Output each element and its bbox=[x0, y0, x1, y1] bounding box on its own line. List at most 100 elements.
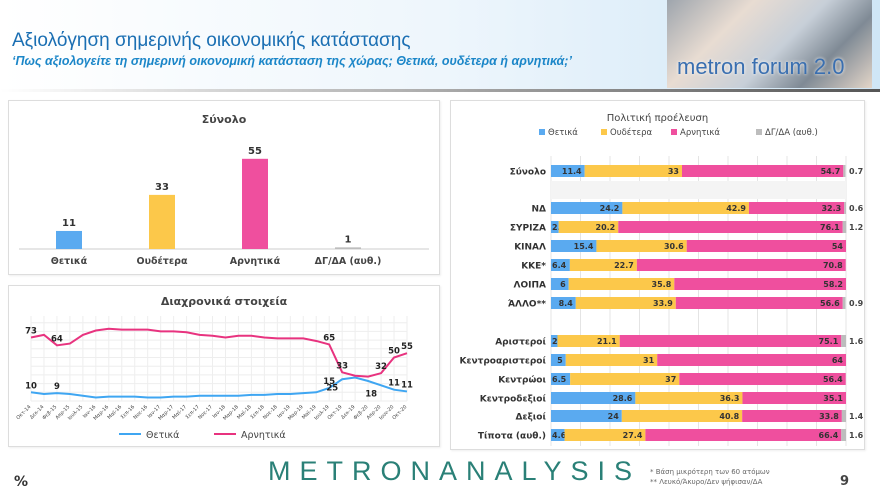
segment-value: 11.4 bbox=[562, 167, 582, 176]
segment bbox=[619, 335, 842, 347]
segment-value: 0.9 bbox=[849, 299, 864, 308]
footnote-2: ** Λευκό/Άκυρο/Δεν ψήφισαν/ΔΑ bbox=[650, 478, 763, 486]
segment bbox=[551, 373, 571, 385]
segment-value: 4.6 bbox=[552, 431, 567, 440]
data-label: 55 bbox=[401, 342, 413, 352]
segment-value: 6.4 bbox=[552, 261, 567, 270]
segment bbox=[843, 165, 846, 177]
row-label: Αριστεροί bbox=[495, 337, 546, 348]
legend-label: Ουδέτερα bbox=[610, 127, 653, 138]
bar-value: 11 bbox=[62, 218, 76, 229]
data-label: 9 bbox=[54, 382, 60, 392]
bar-value: 33 bbox=[155, 182, 169, 193]
data-label: 11 bbox=[388, 379, 400, 389]
segment-value: 64 bbox=[832, 356, 844, 365]
segment bbox=[557, 335, 620, 347]
row-label: Τίποτα (αυθ.) bbox=[478, 431, 546, 442]
timeline-panel: Διαχρονικά στοιχεία 10 9 15 25 18 11 11 Θετικά 7… bbox=[8, 285, 440, 447]
segment bbox=[675, 297, 843, 309]
segment bbox=[681, 165, 844, 177]
segment-value: 32.3 bbox=[821, 204, 841, 213]
chart-title: Πολιτική προέλευση bbox=[606, 113, 709, 124]
segment-value: 35.1 bbox=[823, 394, 843, 403]
segment bbox=[551, 297, 576, 309]
row-label: Κεντροαριστεροί bbox=[459, 356, 546, 367]
bar-2 bbox=[242, 158, 268, 249]
segment bbox=[564, 429, 646, 441]
segment bbox=[635, 392, 743, 404]
segment bbox=[551, 278, 569, 290]
legend-label: Θετικά bbox=[146, 430, 179, 441]
total-bar-chart: 11 Θετικά 33 Ουδέτερα 55 Αρνητικά 1 ΔΓ/ΔΑ (αυθ.… bbox=[19, 146, 429, 267]
segment bbox=[674, 278, 846, 290]
segment-value: 40.8 bbox=[719, 412, 739, 421]
political-panel: Πολιτική προέλευση Θετικά Ουδέτερα Αρνητικ… bbox=[450, 100, 865, 450]
category-label: ΔΓ/ΔΑ (αυθ.) bbox=[315, 256, 382, 267]
row-label: ΆΛΛΟ** bbox=[508, 300, 546, 310]
segment-value: 75.1 bbox=[819, 337, 839, 346]
segment bbox=[742, 410, 842, 422]
bar-3 bbox=[335, 247, 361, 249]
segment bbox=[622, 202, 749, 214]
segment-value: 42.9 bbox=[726, 204, 746, 213]
segment bbox=[551, 259, 570, 271]
legend-label: Αρνητικά bbox=[680, 128, 720, 138]
segment-value: 30.6 bbox=[664, 242, 684, 251]
data-label: 32 bbox=[375, 362, 387, 372]
segment-value: 66.4 bbox=[819, 431, 839, 440]
segment bbox=[636, 259, 846, 271]
percent-label: % bbox=[14, 474, 29, 490]
segment bbox=[570, 373, 680, 385]
row-label: ΚΙΝΑΛ bbox=[514, 243, 546, 253]
data-label: 65 bbox=[323, 333, 335, 343]
x-tick-label: Νοε-16 bbox=[132, 404, 149, 421]
legend-swatch bbox=[756, 129, 762, 135]
segment bbox=[551, 429, 565, 441]
bar-0 bbox=[56, 230, 82, 249]
segment bbox=[565, 354, 658, 366]
segment-value: 37 bbox=[665, 375, 676, 384]
x-tick-label: Οκτ-20 bbox=[391, 404, 408, 421]
segment bbox=[551, 221, 559, 233]
row-label: ΝΔ bbox=[532, 205, 547, 215]
data-label: 33 bbox=[336, 361, 348, 371]
segment-value: 0.7 bbox=[849, 167, 863, 176]
legend-swatch bbox=[671, 129, 677, 135]
segment-value: 22.7 bbox=[614, 261, 634, 270]
segment-value: 15.4 bbox=[574, 242, 594, 251]
segment bbox=[551, 354, 566, 366]
segment bbox=[841, 429, 846, 441]
data-label: 73 bbox=[25, 326, 37, 336]
page-number: 9 bbox=[840, 474, 850, 489]
legend-label: Θετικά bbox=[548, 128, 578, 138]
legend-swatch bbox=[601, 129, 607, 135]
segment bbox=[551, 410, 622, 422]
bar-value: 55 bbox=[248, 146, 262, 157]
segment-value: 33.9 bbox=[653, 299, 673, 308]
segment-value: 35.8 bbox=[652, 280, 672, 289]
x-tick-label: Νοε-18 bbox=[262, 404, 279, 421]
metron-analysis-logo: METRONANALYSIS bbox=[268, 456, 642, 486]
data-label: 11 bbox=[401, 380, 413, 390]
segment bbox=[551, 240, 597, 252]
segment bbox=[575, 297, 676, 309]
segment bbox=[841, 335, 846, 347]
row-label: Κεντρώοι bbox=[498, 375, 546, 386]
segment-value: 21.1 bbox=[597, 337, 617, 346]
data-label: 10 bbox=[25, 381, 37, 391]
category-label: Θετικά bbox=[51, 256, 88, 267]
row-label: Σύνολο bbox=[510, 168, 546, 178]
header-divider bbox=[0, 89, 880, 92]
segment bbox=[551, 335, 558, 347]
segment bbox=[551, 202, 623, 214]
segment bbox=[551, 392, 636, 404]
chart-title: Σύνολο bbox=[201, 113, 247, 126]
data-label: 64 bbox=[51, 334, 63, 344]
segment bbox=[596, 240, 687, 252]
segment bbox=[621, 410, 743, 422]
segment-value: 31 bbox=[643, 356, 655, 365]
segment bbox=[645, 429, 842, 441]
row-label: ΛΟΙΠΑ bbox=[514, 281, 546, 291]
segment bbox=[569, 259, 637, 271]
footnotes: * Βάση μικρότερη των 60 ατόμων ** Λευκό/Ά… bbox=[650, 467, 770, 487]
